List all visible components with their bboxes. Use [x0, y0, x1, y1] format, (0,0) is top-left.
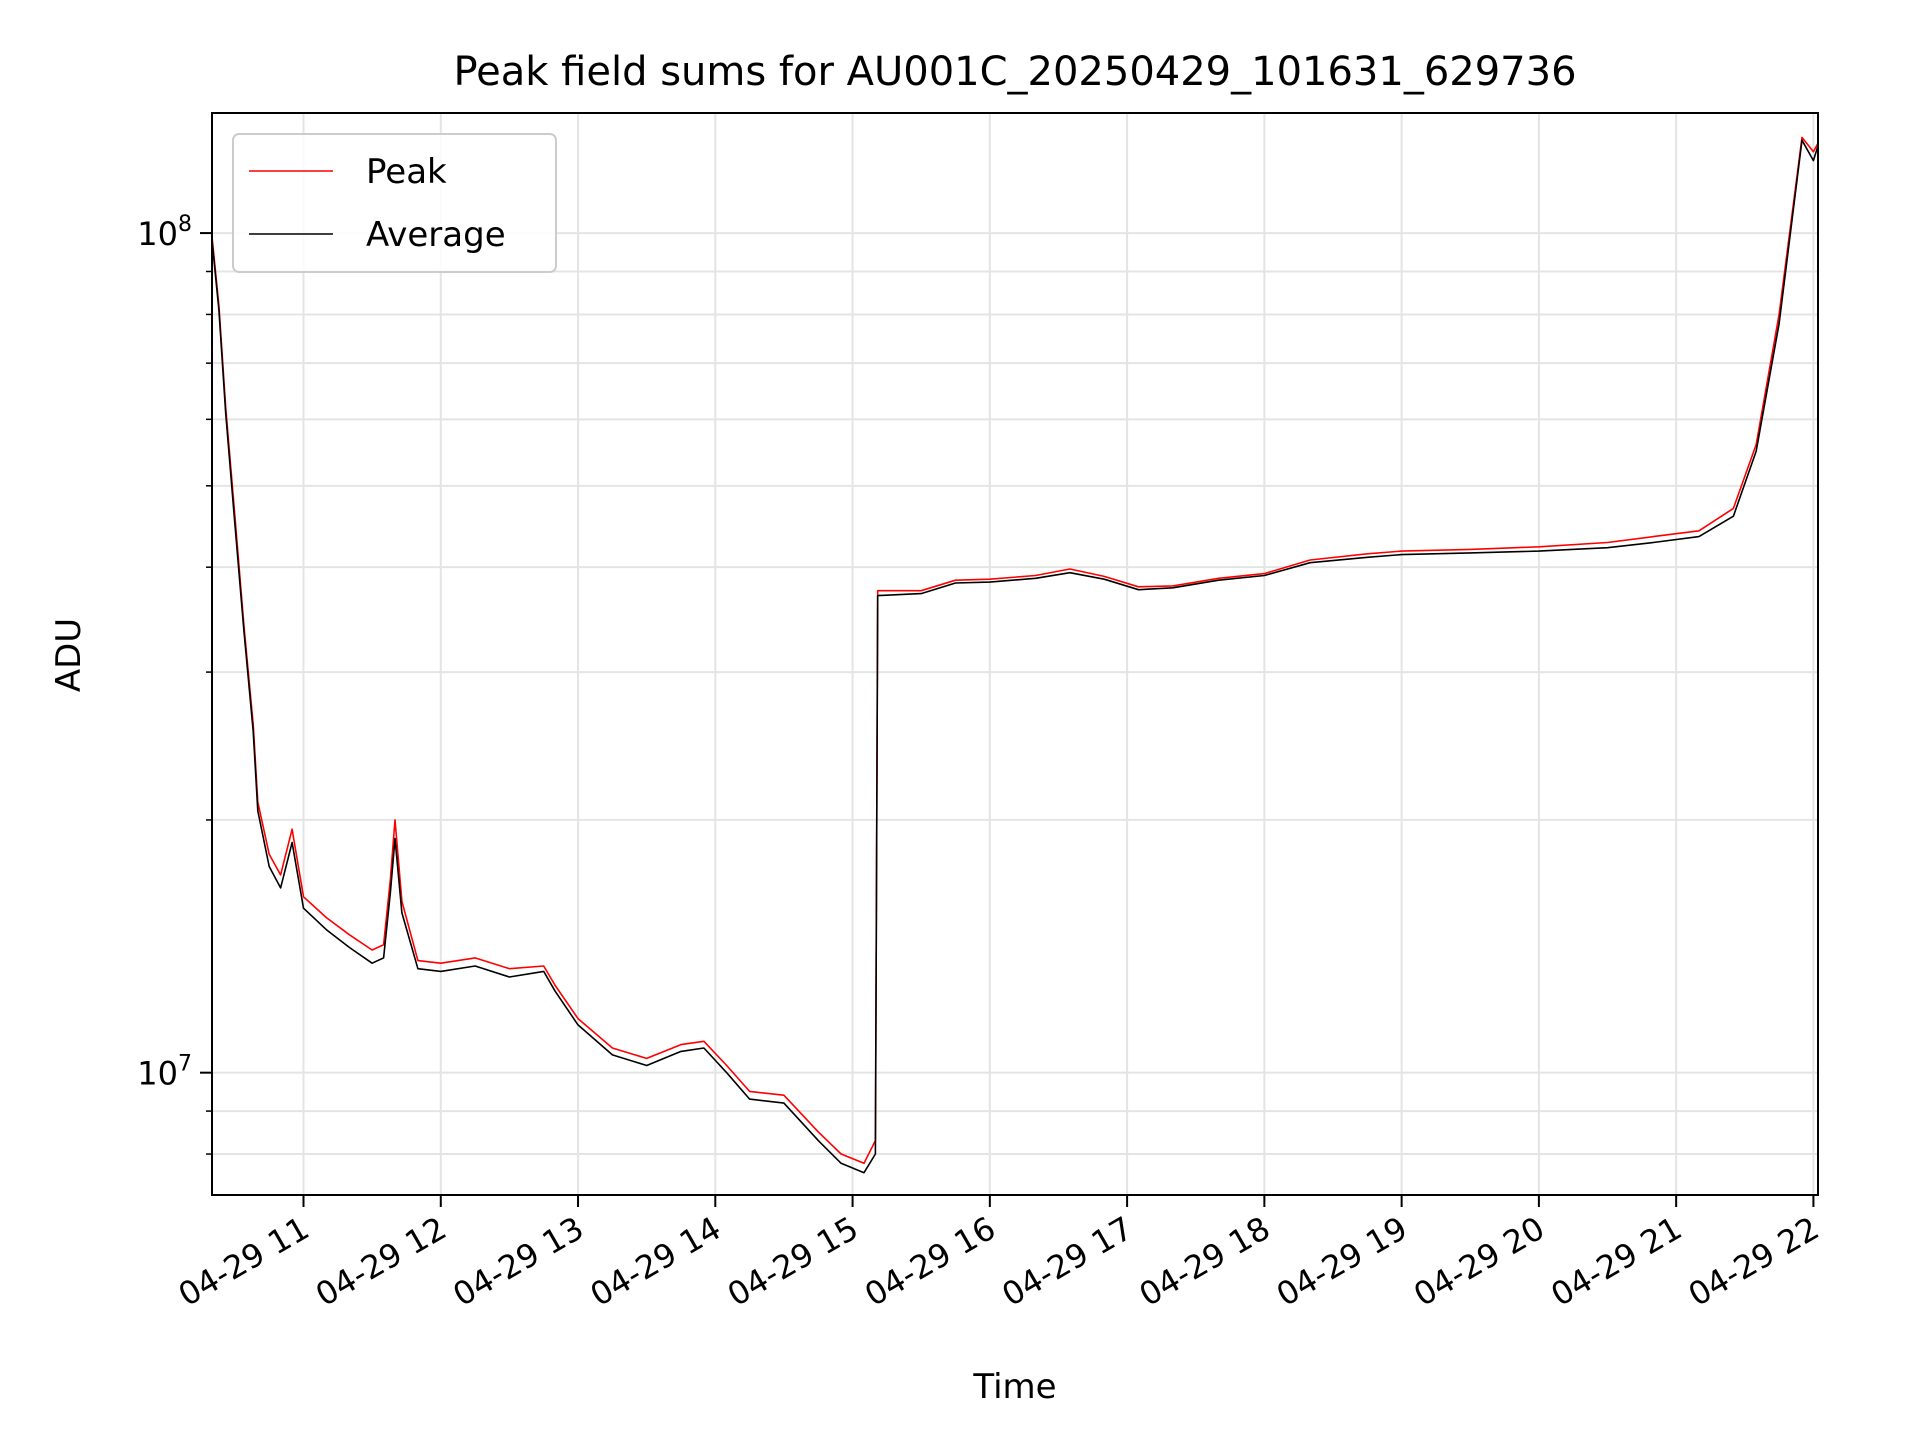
legend-box [232, 133, 557, 273]
legend-label-peak: Peak [366, 152, 447, 192]
grid [212, 113, 1818, 1195]
y-tick-label-exponent: 7 [178, 1052, 192, 1077]
y-tick-label: 108 [137, 212, 192, 253]
y-tick-label: 107 [137, 1052, 192, 1093]
legend: Peak Average [232, 133, 557, 273]
series-group [211, 136, 1819, 1174]
chart-title: Peak field sums for AU001C_20250429_1016… [453, 49, 1576, 95]
y-tick-label-base: 10 [137, 215, 178, 253]
plot-frame [211, 112, 1819, 1196]
y-axis-title: ADU [49, 618, 89, 692]
legend-label-average: Average [366, 215, 506, 255]
y-tick-label-exponent: 8 [178, 212, 192, 237]
x-axis-title: Time [972, 1367, 1056, 1407]
series-line-average [211, 139, 1819, 1174]
y-tick-label-base: 10 [137, 1055, 178, 1093]
series-line-peak [211, 136, 1819, 1165]
